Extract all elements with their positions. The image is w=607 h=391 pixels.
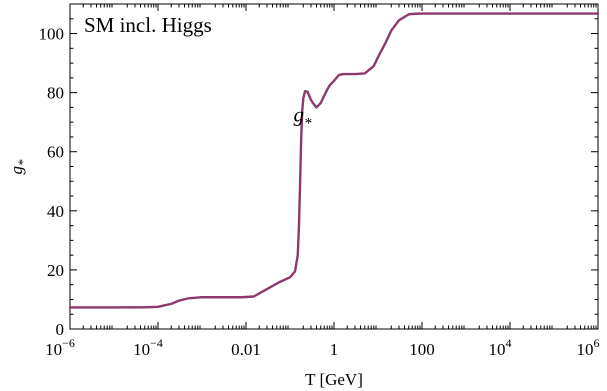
y-tick-label: 0 xyxy=(56,320,65,339)
x-tick-label-base: 0.01 xyxy=(231,340,261,359)
x-tick-label: 104 xyxy=(489,336,512,359)
x-tick-label: 106 xyxy=(577,336,600,359)
series-line-g-star xyxy=(68,12,600,309)
annotation-subscript: * xyxy=(304,116,312,132)
annotation-base: g xyxy=(293,103,304,127)
plot-frame xyxy=(69,3,599,330)
x-tick-label: 10−6 xyxy=(45,336,75,359)
x-tick-label-base: 10 xyxy=(577,340,594,359)
x-axis-label: T [GeV] xyxy=(305,370,363,389)
curve-annotation: g* xyxy=(293,103,312,132)
x-tick-label: 0.01 xyxy=(231,340,261,359)
x-tick-label-exponent: 6 xyxy=(594,336,600,350)
x-tick-label-base: 1 xyxy=(330,340,339,359)
y-tick-label: 40 xyxy=(47,202,64,221)
x-tick-label-exponent: −4 xyxy=(150,336,163,350)
y-tick-label: 20 xyxy=(47,261,64,280)
y-axis: 0 20 40 60 80 100 xyxy=(39,3,598,339)
x-tick-label-exponent: −6 xyxy=(62,336,75,350)
x-tick-label: 1 xyxy=(330,340,339,359)
y-tick-label: 100 xyxy=(39,25,65,44)
x-tick-label-base: 10 xyxy=(489,340,506,359)
y-tick-label: 80 xyxy=(47,84,64,103)
y-axis-label-subscript: * xyxy=(15,159,30,166)
x-tick-label-exponent: 4 xyxy=(506,336,512,350)
x-tick-label: 100 xyxy=(409,340,435,359)
y-axis-label-base: g xyxy=(7,166,26,175)
x-tick-label-base: 10 xyxy=(45,340,62,359)
y-axis-label: g* xyxy=(7,159,30,175)
x-tick-label: 10−4 xyxy=(133,336,163,359)
chart-title: SM incl. Higgs xyxy=(84,13,212,37)
x-axis: 10−6 10−4 0.01 1 100 104 106 xyxy=(45,4,600,359)
x-tick-label-base: 100 xyxy=(409,340,435,359)
y-tick-label: 60 xyxy=(47,143,64,162)
x-tick-label-base: 10 xyxy=(133,340,150,359)
